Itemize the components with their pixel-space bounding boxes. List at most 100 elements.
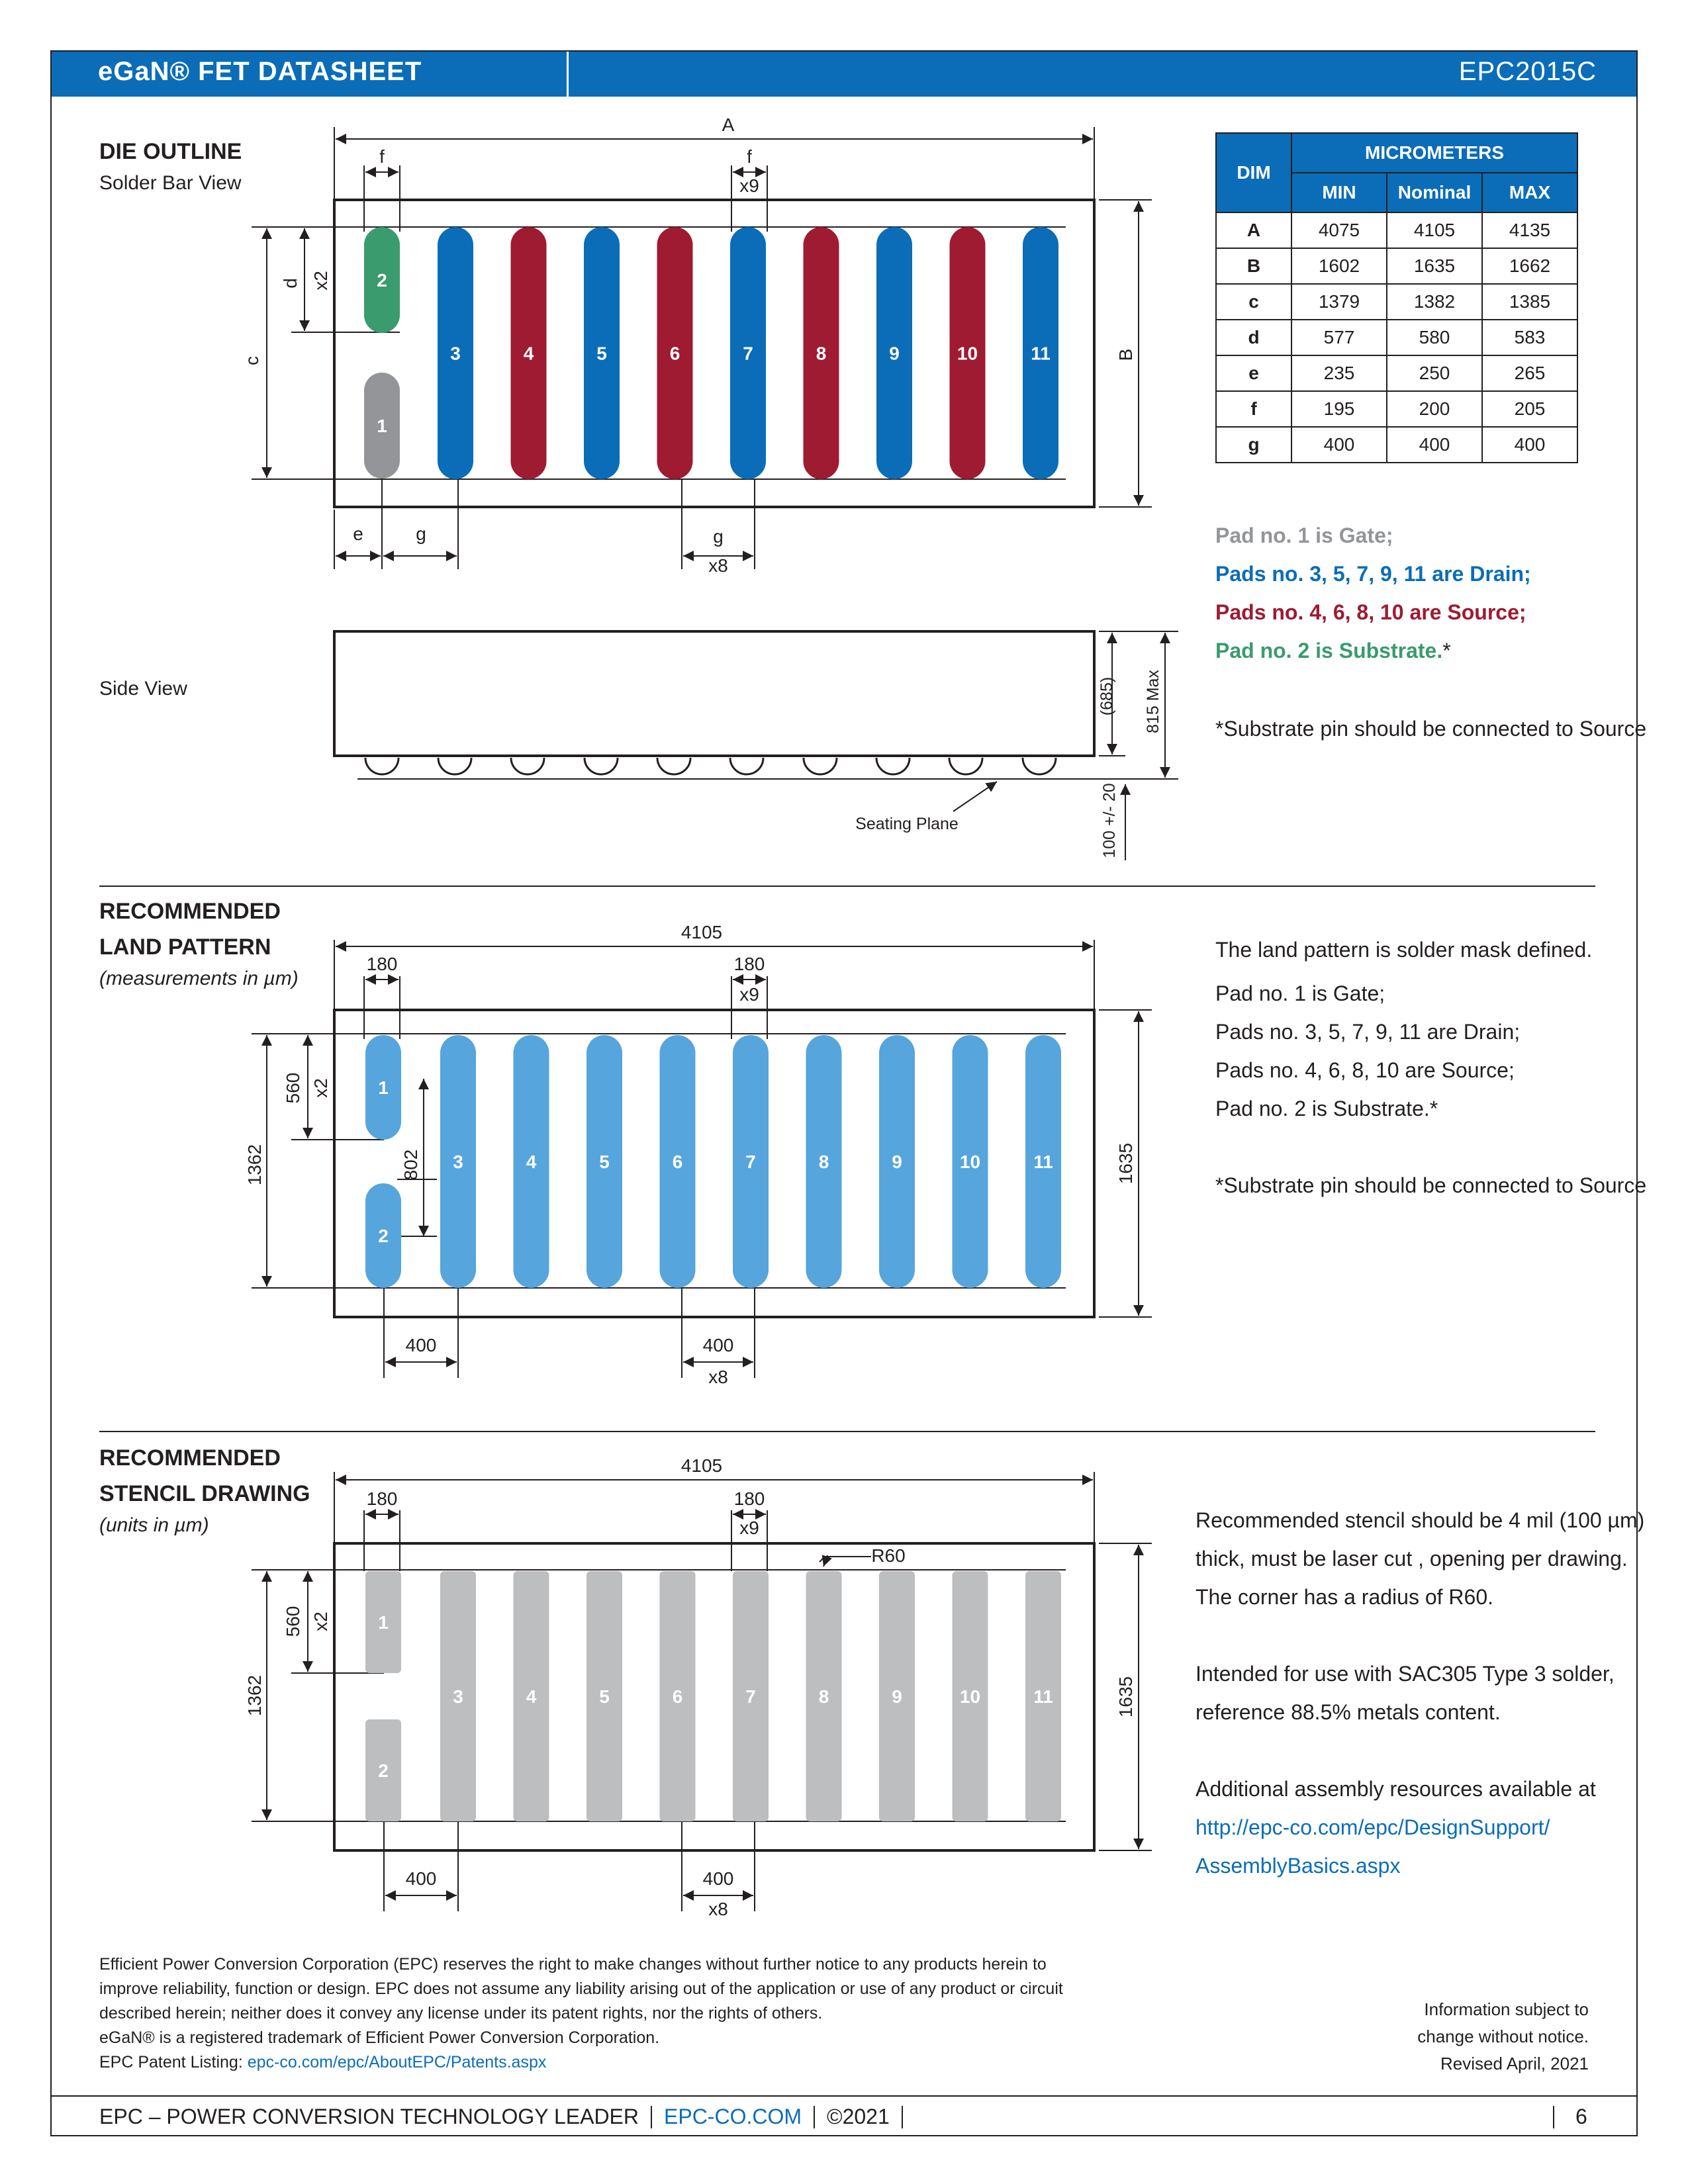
footer-site-link[interactable]: EPC-CO.COM xyxy=(664,2105,802,2128)
pad-1-gate xyxy=(364,373,400,478)
stencil-pad-10 xyxy=(952,1571,988,1821)
stencil-pad-2-label: 2 xyxy=(378,1760,389,1781)
stencil-drawing: 1 2 3 4 5 6 7 8 9 10 11 4105 180 180 x9 R60 1362 5… xyxy=(244,1455,1152,1919)
table-row: e 235 250 265 xyxy=(1215,355,1578,392)
stencil-pad-7 xyxy=(733,1571,769,1821)
stencil-pad-9-label: 9 xyxy=(892,1686,902,1707)
patent-link[interactable]: epc-co.com/epc/AboutEPC/Patents.aspx xyxy=(247,2053,547,2071)
disclaimer-line: Efficient Power Conversion Corporation (… xyxy=(99,1955,1047,1974)
pad-9-drain-label: 9 xyxy=(889,343,900,364)
land-pad-8 xyxy=(806,1035,842,1288)
die-body-outline xyxy=(333,199,1096,508)
micrometers-header: MICROMETERS xyxy=(1291,132,1578,173)
table-row: g 400 400 400 xyxy=(1215,426,1578,463)
max-col-header: MAX xyxy=(1481,172,1578,213)
footer-tagline: EPC – POWER CONVERSION TECHNOLOGY LEADER xyxy=(99,2105,639,2128)
stencil-pad-11 xyxy=(1025,1571,1061,1821)
stencil-pad-3-label: 3 xyxy=(453,1686,463,1707)
table-row: A 4075 4105 4135 xyxy=(1215,212,1578,249)
stencil-dim-180: 180 xyxy=(367,1488,398,1509)
pad-8-source xyxy=(803,227,839,479)
land-dim-180: 180 xyxy=(367,954,398,974)
land-pad-11-label: 11 xyxy=(1033,1152,1053,1172)
pad-2-substrate-label: 2 xyxy=(377,270,387,291)
pad-4-source-label: 4 xyxy=(524,343,534,364)
stencil-dim-1635: 1635 xyxy=(1115,1676,1136,1717)
land-note-source: Pads no. 4, 6, 8, 10 are Source; xyxy=(1215,1058,1515,1082)
source-note: Pads no. 4, 6, 8, 10 are Source; xyxy=(1215,600,1526,624)
solder-bump xyxy=(1021,757,1057,776)
pad-5-drain xyxy=(584,227,620,479)
land-pad-2 xyxy=(365,1183,401,1288)
solder-bar-view-label: Solder Bar View xyxy=(99,172,242,194)
dim-label-B: B xyxy=(1115,349,1136,361)
dimensions-table: DIM MICROMETERS MIN Nominal MAX A 4075 410… xyxy=(1215,132,1578,463)
land-pattern-title-1: RECOMMENDED xyxy=(99,899,281,924)
land-pad-7-label: 7 xyxy=(745,1152,756,1172)
stencil-pad-5 xyxy=(586,1571,622,1821)
solder-bump xyxy=(802,757,838,776)
stencil-pad-3 xyxy=(440,1571,476,1821)
solder-bump xyxy=(364,757,400,776)
solder-bump xyxy=(583,757,619,776)
dim-label-x2: x2 xyxy=(310,271,331,291)
footer-divider xyxy=(901,2105,903,2128)
assembly-basics-link-cont[interactable]: AssemblyBasics.aspx xyxy=(1196,1854,1401,1878)
stencil-pad-10-label: 10 xyxy=(960,1686,980,1707)
land-pattern-notes: The land pattern is solder mask defined.… xyxy=(1215,931,1646,1205)
substrate-footnote: *Substrate pin should be connected to So… xyxy=(1215,717,1647,741)
land-pad-3 xyxy=(440,1035,476,1288)
stencil-note-line: Additional assembly resources available … xyxy=(1196,1777,1596,1801)
stencil-dim-180-2: 180 xyxy=(734,1488,765,1509)
footer-copyright: ©2021 xyxy=(827,2105,890,2128)
dim-label-e: e xyxy=(353,523,363,544)
land-pattern-drawing: 1 2 3 4 5 6 7 8 9 10 11 4105 180 180 x9 1362 560 x… xyxy=(244,922,1152,1387)
drain-note: Pads no. 3, 5, 7, 9, 11 are Drain; xyxy=(1215,562,1531,586)
stencil-pad-11-label: 11 xyxy=(1033,1686,1053,1707)
land-pad-1 xyxy=(365,1035,401,1140)
table-row: d 577 580 583 xyxy=(1215,319,1578,356)
land-note-gate: Pad no. 1 is Gate; xyxy=(1215,981,1385,1005)
land-pad-9-label: 9 xyxy=(892,1152,902,1172)
dim-label-x8: x8 xyxy=(708,555,728,576)
land-pad-5-label: 5 xyxy=(599,1152,610,1172)
disclaimer-line: eGaN® is a registered trademark of Effic… xyxy=(99,2028,660,2047)
section-divider xyxy=(99,886,1595,887)
stencil-note-line: reference 88.5% metals content. xyxy=(1196,1700,1501,1724)
land-pad-9 xyxy=(879,1035,915,1288)
land-dim-180-2: 180 xyxy=(734,954,765,974)
side-dim-100: 100 +/- 20 xyxy=(1100,783,1119,858)
pad-11-drain-label: 11 xyxy=(1031,343,1051,364)
solder-bump xyxy=(437,757,473,776)
dim-col-header: DIM xyxy=(1215,132,1292,213)
stencil-pad-6 xyxy=(659,1571,696,1821)
land-dim-1635: 1635 xyxy=(1115,1143,1136,1184)
datasheet-title: eGaN® FET DATASHEET xyxy=(98,57,422,86)
pad-6-source xyxy=(657,227,693,479)
stencil-pad-5-label: 5 xyxy=(599,1686,610,1707)
land-pad-10-label: 10 xyxy=(960,1152,980,1172)
page-number: 6 xyxy=(1575,2105,1587,2128)
stencil-subtitle: (units in µm) xyxy=(99,1514,209,1536)
assembly-basics-link[interactable]: http://epc-co.com/epc/DesignSupport/ xyxy=(1196,1815,1550,1839)
dim-label-f-2: f xyxy=(747,146,752,167)
stencil-dim-x8: x8 xyxy=(708,1899,728,1919)
die-outline-title: DIE OUTLINE xyxy=(99,139,242,164)
stencil-title-2: STENCIL DRAWING xyxy=(99,1481,310,1506)
table-row: B 1602 1635 1662 xyxy=(1215,248,1578,285)
stencil-pad-7-label: 7 xyxy=(745,1686,756,1707)
dim-label-x9: x9 xyxy=(739,175,759,196)
pad-6-source-label: 6 xyxy=(670,343,680,364)
stencil-pad-9 xyxy=(879,1571,915,1821)
pad-3-drain-label: 3 xyxy=(450,343,461,364)
stencil-pad-4-label: 4 xyxy=(526,1686,537,1707)
stencil-pad-4 xyxy=(513,1571,549,1821)
stencil-notes: Recommended stencil should be 4 mil (100… xyxy=(1196,1501,1644,1885)
section-divider xyxy=(99,1431,1595,1432)
land-pad-2-label: 2 xyxy=(378,1226,389,1246)
land-pad-6 xyxy=(659,1035,696,1288)
page-header: eGaN® FET DATASHEET EPC2015C xyxy=(52,52,1636,97)
stencil-dim-r60: R60 xyxy=(871,1545,905,1566)
solder-bump xyxy=(729,757,765,776)
land-dim-x9: x9 xyxy=(739,984,759,1005)
